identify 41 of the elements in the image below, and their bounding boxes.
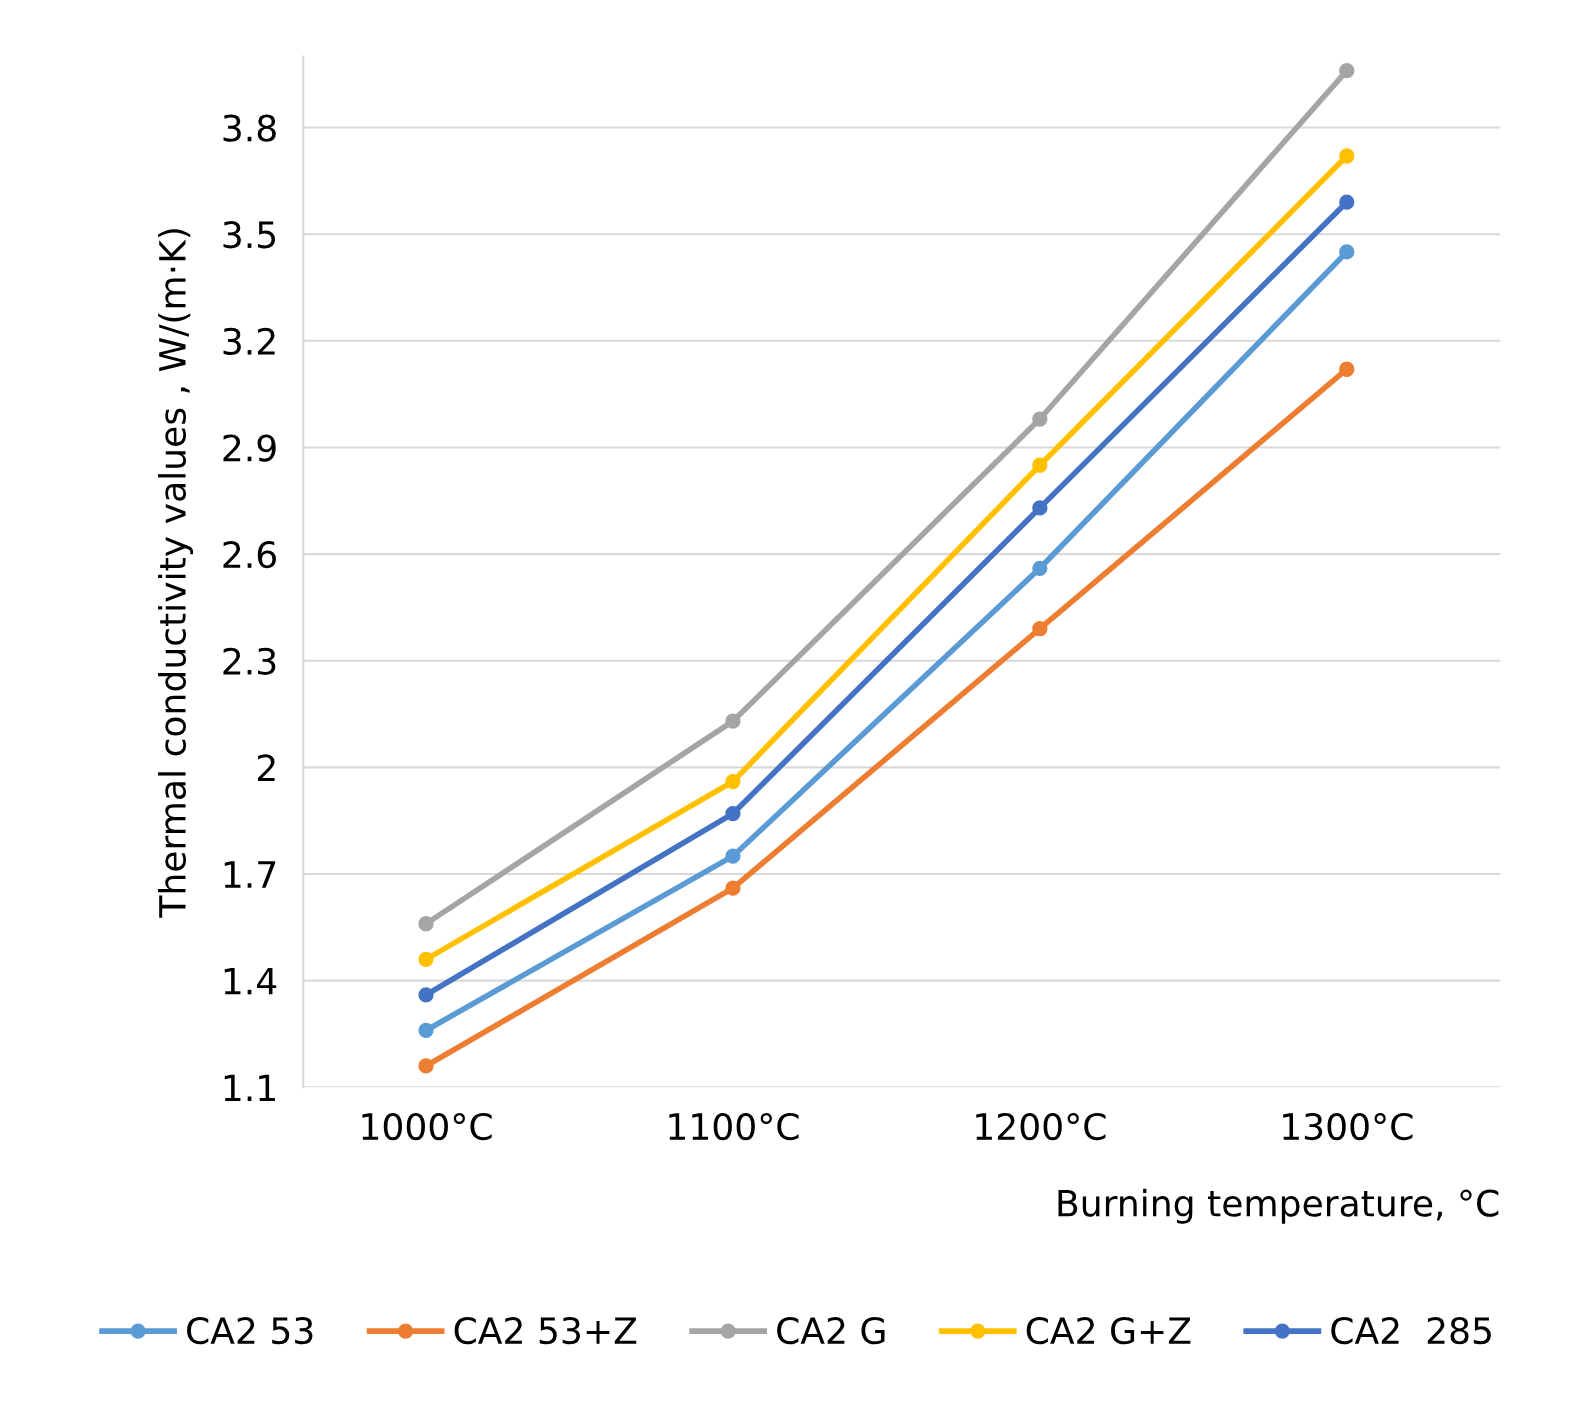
point: [418, 951, 434, 967]
legend-label: CA2 285: [1331, 1316, 1491, 1345]
legend-label: CA2 G: [777, 1316, 885, 1345]
y-tick-label: 3.8: [223, 114, 276, 142]
point: [725, 880, 741, 896]
y-tick-label: 2.3: [223, 647, 276, 675]
point: [1032, 560, 1048, 576]
point: [1339, 361, 1355, 377]
x-tick-label: 1300°C: [1283, 1112, 1413, 1141]
y-tick-label: 3.2: [223, 327, 275, 356]
point: [1032, 411, 1048, 427]
y-axis-title: Thermal conductivity values , W/(m·K): [158, 229, 194, 918]
y-tick-label: 1.7: [224, 861, 276, 888]
y-tick-label: 1.1: [224, 1074, 275, 1101]
point: [418, 1058, 434, 1074]
legend-label: CA2 53: [187, 1316, 313, 1345]
y-tick-label: 2: [257, 754, 275, 782]
x-tick-label: 1100°C: [669, 1112, 799, 1141]
point: [1339, 244, 1355, 260]
x-tick-label: 1200°C: [976, 1112, 1106, 1141]
point: [1339, 63, 1355, 79]
point: [725, 773, 741, 790]
y-tick-label: 2.9: [223, 434, 276, 462]
point: [1032, 500, 1048, 516]
point: [1339, 148, 1355, 164]
legend-label: CA2 53+Z: [454, 1316, 637, 1345]
x-axis-title: Burning temperature, °C: [1058, 1188, 1499, 1224]
y-tick-label: 3.5: [223, 221, 276, 249]
point: [1032, 457, 1048, 473]
legend-label: CA2 G+Z: [1026, 1316, 1191, 1345]
point: [418, 987, 434, 1003]
point: [1032, 621, 1048, 637]
point: [725, 848, 741, 864]
point: [725, 713, 741, 729]
y-tick-label: 2.6: [223, 541, 276, 569]
y-tick-label: 1.4: [224, 968, 277, 995]
point: [418, 916, 434, 932]
x-tick-label: 1000°C: [362, 1112, 492, 1141]
point: [418, 1022, 434, 1039]
point: [725, 805, 741, 822]
point: [1339, 194, 1355, 210]
